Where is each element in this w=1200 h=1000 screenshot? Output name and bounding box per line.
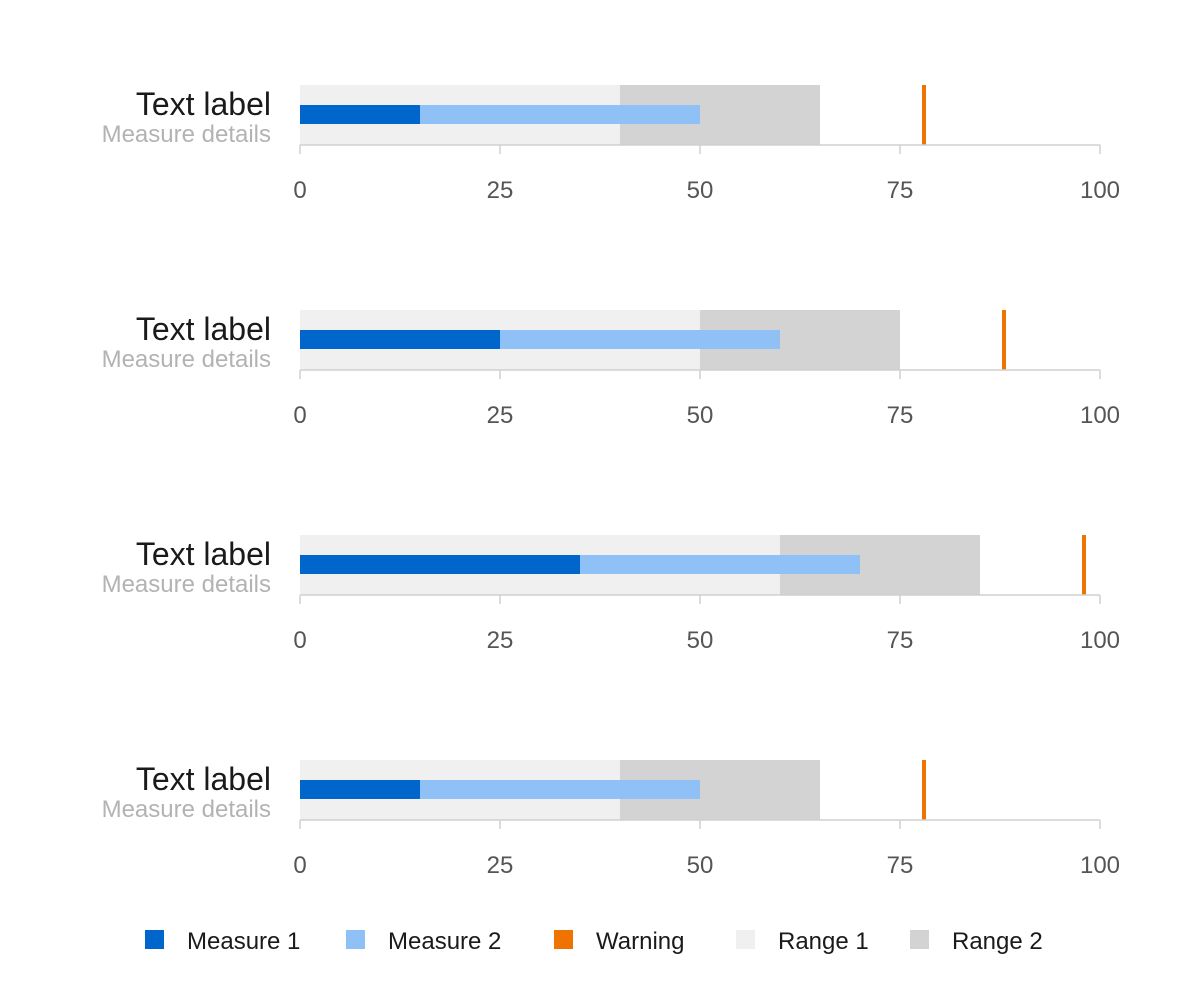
tick-label: 0 [293,627,306,654]
tick-label: 50 [687,852,714,879]
tick-label: 50 [687,627,714,654]
legend-swatch-range1 [736,930,755,949]
legend-label-measure1: Measure 1 [187,928,300,955]
row-subtitle: Measure details [102,571,271,598]
row-subtitle: Measure details [102,796,271,823]
tick-label: 100 [1080,852,1120,879]
tick-label: 75 [887,627,914,654]
legend-swatch-warning [554,930,573,949]
measure1-bar [300,555,580,574]
measure1-bar [300,330,500,349]
tick-label: 100 [1080,402,1120,429]
tick-label: 75 [887,402,914,429]
warning-marker [922,760,926,820]
tick-label: 75 [887,177,914,204]
tick-label: 25 [487,402,514,429]
legend: Measure 1 Measure 2 Warning Range 1 Range 2 [145,928,1043,955]
tick-label: 25 [487,852,514,879]
row-title: Text label [136,86,271,122]
warning-marker [1002,310,1006,370]
row-title: Text label [136,536,271,572]
legend-label-warning: Warning [596,928,684,955]
tick-label: 75 [887,852,914,879]
tick-label: 50 [687,177,714,204]
warning-marker [1082,535,1086,595]
tick-label: 100 [1080,627,1120,654]
tick-label: 50 [687,402,714,429]
row-subtitle: Measure details [102,121,271,148]
tick-label: 25 [487,177,514,204]
legend-swatch-range2 [910,930,929,949]
legend-swatch-measure1 [145,930,164,949]
legend-label-measure2: Measure 2 [388,928,501,955]
row-subtitle: Measure details [102,346,271,373]
legend-swatch-measure2 [346,930,365,949]
tick-label: 0 [293,177,306,204]
row-title: Text label [136,311,271,347]
warning-marker [922,85,926,145]
legend-label-range1: Range 1 [778,928,869,955]
tick-label: 25 [487,627,514,654]
legend-label-range2: Range 2 [952,928,1043,955]
measure1-bar [300,780,420,799]
row-title: Text label [136,761,271,797]
measure1-bar [300,105,420,124]
tick-label: 100 [1080,177,1120,204]
tick-label: 0 [293,402,306,429]
tick-label: 0 [293,852,306,879]
